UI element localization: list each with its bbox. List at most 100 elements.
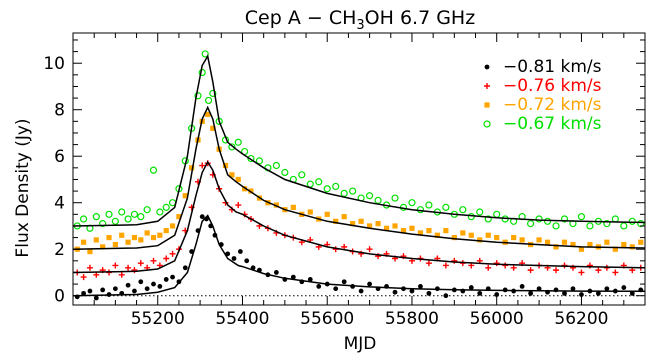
legend-label: −0.81 km/s	[503, 57, 602, 77]
data-point	[105, 210, 113, 218]
data-point	[553, 244, 559, 250]
legend-marker	[484, 64, 490, 70]
data-point	[235, 202, 242, 209]
data-point	[157, 284, 163, 289]
data-point	[595, 267, 602, 274]
data-point	[255, 157, 264, 165]
data-point	[237, 249, 243, 254]
data-point	[578, 246, 585, 252]
data-point	[484, 215, 492, 223]
legend-entry: −0.76 km/s	[484, 76, 602, 96]
data-point	[100, 287, 106, 293]
chart-title-subscript: 3	[356, 18, 364, 33]
data-point	[151, 281, 156, 287]
x-tick-label: 55400	[215, 309, 269, 329]
data-point	[333, 286, 339, 292]
data-point	[570, 286, 576, 292]
x-tick-label: 55200	[131, 309, 185, 329]
data-point	[526, 220, 535, 228]
series-1-fit-curve	[73, 214, 645, 297]
data-point	[131, 267, 138, 274]
data-point	[426, 228, 432, 234]
data-point	[111, 217, 119, 225]
data-point	[273, 270, 279, 275]
data-point	[163, 255, 170, 262]
data-point	[519, 237, 525, 243]
data-point	[332, 182, 340, 191]
data-point	[544, 239, 551, 245]
data-point	[273, 202, 279, 208]
data-point	[628, 217, 636, 225]
data-point	[595, 290, 601, 296]
data-point	[612, 246, 618, 252]
data-point	[163, 228, 169, 234]
y-axis-label: Flux Density (Jy)	[13, 118, 33, 257]
data-point	[604, 286, 610, 292]
data-point	[247, 154, 255, 163]
data-point	[493, 260, 500, 267]
data-point	[199, 214, 205, 220]
data-point	[553, 267, 560, 274]
data-point	[425, 260, 432, 267]
data-point	[460, 230, 466, 236]
legend-entry: −0.67 km/s	[483, 114, 602, 134]
data-point	[561, 239, 568, 245]
data-point	[443, 293, 449, 299]
data-point	[112, 241, 118, 248]
data-point	[577, 213, 586, 221]
data-point	[138, 279, 144, 285]
data-point	[323, 185, 331, 193]
x-tick-label: 55600	[300, 309, 354, 329]
data-point	[552, 222, 560, 230]
data-point	[365, 192, 374, 200]
data-point	[511, 234, 517, 241]
data-point	[485, 232, 491, 238]
data-point	[418, 284, 423, 289]
data-point	[350, 221, 356, 227]
legend-marker	[483, 120, 491, 128]
data-point	[408, 199, 416, 207]
data-point	[340, 189, 348, 198]
data-point	[392, 289, 398, 295]
legend-label: −0.67 km/s	[503, 114, 602, 134]
data-point	[570, 241, 576, 248]
plot-frame	[72, 32, 646, 306]
series-4-fit-curve	[73, 54, 645, 227]
data-point	[244, 258, 250, 264]
data-point	[333, 218, 339, 224]
data-point	[400, 228, 407, 234]
data-point	[235, 176, 241, 183]
data-point	[494, 234, 500, 241]
data-point	[468, 232, 474, 238]
data-point	[510, 264, 517, 271]
plot-content	[73, 50, 645, 301]
data-point	[222, 162, 229, 169]
data-point	[93, 295, 99, 301]
data-point	[93, 237, 99, 243]
data-point	[189, 165, 195, 171]
data-point	[629, 290, 635, 296]
data-point	[118, 271, 125, 278]
data-point	[204, 96, 213, 105]
legend: −0.81 km/s−0.76 km/s−0.72 km/s−0.67 km/s	[483, 57, 602, 134]
data-point	[307, 209, 313, 215]
data-point	[307, 277, 313, 282]
data-point	[132, 288, 137, 294]
data-point	[560, 215, 569, 223]
data-point	[138, 237, 144, 243]
data-point	[125, 239, 131, 245]
legend-label: −0.72 km/s	[503, 95, 602, 115]
data-point	[150, 257, 157, 264]
y-tick-label: 8	[54, 101, 65, 121]
data-point	[426, 290, 432, 296]
data-point	[80, 239, 87, 245]
legend-entry: −0.81 km/s	[484, 57, 602, 77]
data-point	[209, 89, 217, 98]
y-tick-label: 0	[54, 287, 65, 307]
legend-marker	[484, 102, 490, 108]
x-tick-label: 56200	[554, 309, 608, 329]
data-point	[119, 232, 125, 238]
data-point	[242, 186, 248, 192]
data-point	[494, 292, 500, 297]
data-point	[112, 262, 119, 269]
